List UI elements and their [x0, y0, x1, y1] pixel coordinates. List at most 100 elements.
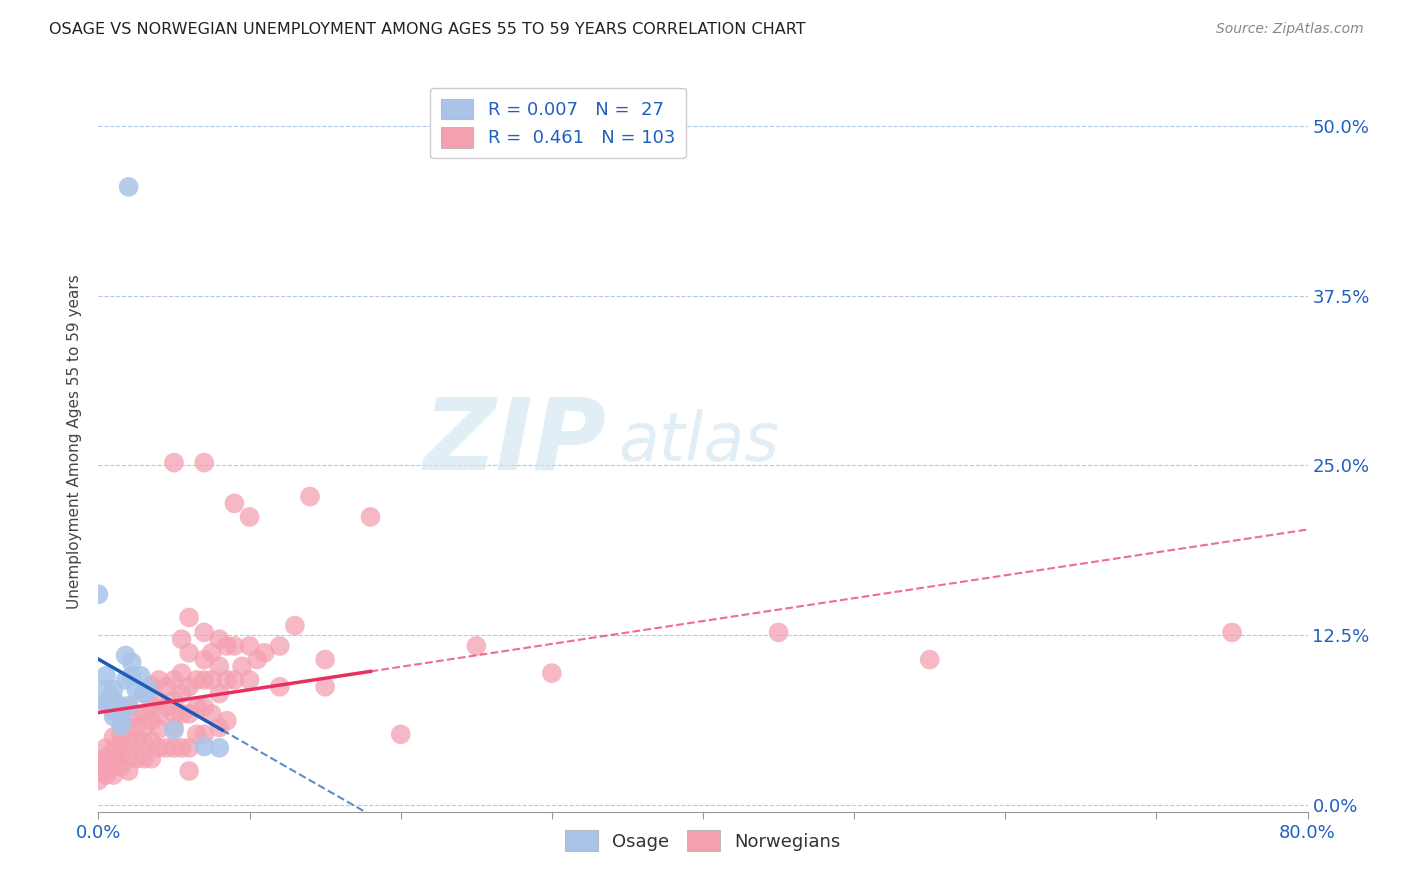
Point [110, 727, 132, 741]
Point [125, 734, 148, 748]
Point [155, 680, 177, 694]
Point [253, 646, 276, 660]
Point [215, 673, 238, 687]
Point [193, 727, 215, 741]
Point [186, 673, 208, 687]
Point [208, 632, 231, 647]
Point [179, 740, 201, 755]
Point [208, 740, 231, 755]
Point [163, 706, 186, 721]
Point [269, 639, 291, 653]
Point [170, 687, 193, 701]
Point [201, 706, 224, 721]
Point [132, 752, 155, 766]
Text: ZIP: ZIP [423, 393, 606, 490]
Point [193, 673, 215, 687]
Point [103, 682, 125, 697]
Text: atlas: atlas [619, 409, 779, 475]
Point [110, 712, 132, 726]
Point [231, 659, 253, 673]
Point [105, 696, 128, 710]
Point [94, 750, 117, 764]
Point [87, 755, 110, 769]
Point [94, 768, 117, 782]
Point [125, 721, 148, 735]
Point [103, 743, 125, 757]
Point [224, 639, 246, 653]
Point [201, 646, 224, 660]
Point [94, 696, 117, 710]
Point [186, 700, 208, 714]
Point [170, 706, 193, 721]
Point [224, 496, 246, 510]
Point [186, 727, 208, 741]
Point [239, 510, 262, 524]
Point [1220, 625, 1243, 640]
Point [314, 680, 336, 694]
Point [118, 749, 141, 764]
Point [163, 456, 186, 470]
Text: Source: ZipAtlas.com: Source: ZipAtlas.com [1216, 22, 1364, 37]
Point [148, 673, 170, 687]
Point [163, 723, 186, 738]
Point [94, 740, 117, 755]
Point [118, 734, 141, 748]
Point [103, 703, 125, 717]
Point [269, 680, 291, 694]
Point [110, 719, 132, 733]
Point [239, 639, 262, 653]
Point [129, 669, 152, 683]
Point [201, 673, 224, 687]
Point [118, 721, 141, 735]
Point [103, 750, 125, 764]
Point [118, 179, 141, 194]
Point [768, 625, 790, 640]
Point [110, 760, 132, 774]
Point [155, 740, 177, 755]
Point [125, 706, 148, 721]
Point [141, 752, 163, 766]
Point [132, 687, 155, 701]
Point [141, 698, 163, 713]
Point [121, 655, 143, 669]
Point [148, 722, 170, 736]
Point [163, 721, 186, 735]
Point [918, 652, 941, 666]
Point [132, 735, 155, 749]
Point [179, 610, 201, 624]
Point [179, 646, 201, 660]
Point [163, 693, 186, 707]
Point [208, 721, 231, 735]
Point [125, 752, 148, 766]
Point [141, 714, 163, 728]
Point [148, 693, 170, 707]
Point [87, 587, 110, 601]
Point [224, 673, 246, 687]
Point [299, 490, 322, 504]
Point [94, 669, 117, 683]
Point [193, 652, 215, 666]
Legend: Osage, Norwegians: Osage, Norwegians [558, 823, 848, 858]
Point [118, 764, 141, 778]
Text: OSAGE VS NORWEGIAN UNEMPLOYMENT AMONG AGES 55 TO 59 YEARS CORRELATION CHART: OSAGE VS NORWEGIAN UNEMPLOYMENT AMONG AG… [49, 22, 806, 37]
Point [314, 652, 336, 666]
Point [239, 673, 262, 687]
Point [284, 618, 307, 632]
Point [360, 510, 382, 524]
Point [193, 625, 215, 640]
Point [179, 764, 201, 778]
Point [118, 700, 141, 714]
Point [148, 708, 170, 723]
Point [94, 696, 117, 710]
Point [389, 727, 412, 741]
Point [121, 669, 143, 683]
Point [94, 682, 117, 697]
Point [148, 740, 170, 755]
Point [103, 730, 125, 744]
Point [103, 696, 125, 710]
Point [132, 721, 155, 735]
Point [215, 639, 238, 653]
Point [132, 687, 155, 701]
Point [100, 690, 122, 704]
Point [103, 760, 125, 774]
